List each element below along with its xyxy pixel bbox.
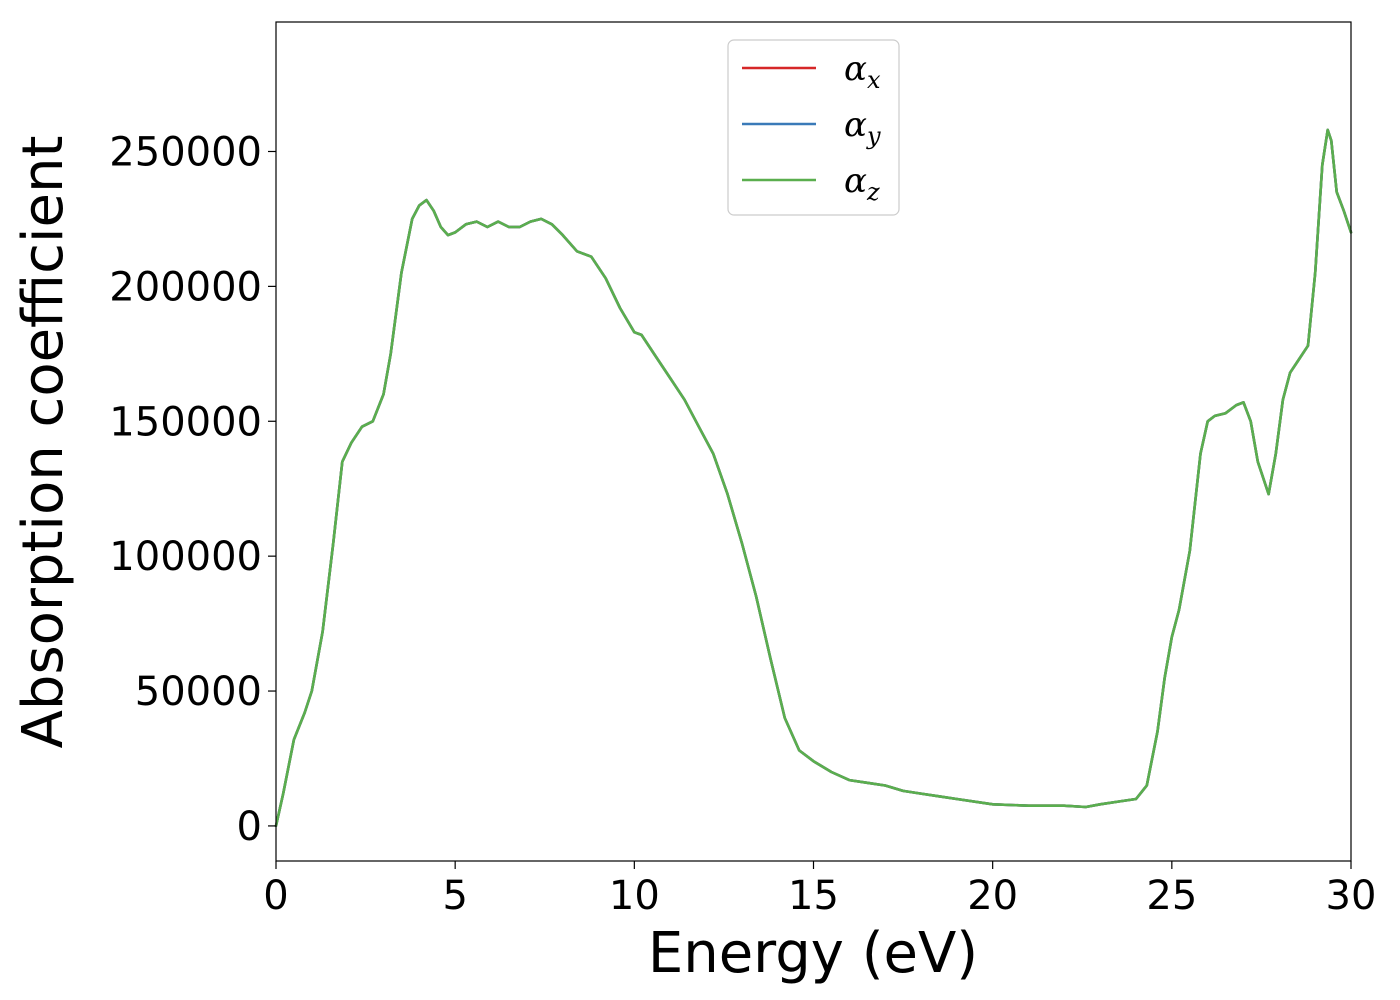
legend-symbol: α: [844, 161, 867, 201]
legend-symbol: α: [844, 49, 867, 89]
y-tick-label: 0: [237, 804, 262, 850]
legend-subscript: z: [866, 178, 880, 206]
x-tick-label: 0: [263, 873, 288, 919]
x-tick-label: 25: [1146, 873, 1197, 919]
x-axis-title: Energy (eV): [648, 921, 978, 986]
x-tick-label: 20: [967, 873, 1018, 919]
legend-subscript: x: [867, 66, 881, 94]
x-tick-label: 10: [609, 873, 660, 919]
legend-box: [727, 39, 900, 216]
y-tick-label: 250000: [109, 129, 262, 175]
series-layer: [274, 128, 1353, 828]
series-line-alpha-z: [274, 128, 1353, 828]
y-axis-title: Absorption coefficient: [11, 136, 76, 749]
legend-label-alpha-y: αy: [844, 105, 881, 150]
x-tick-label: 30: [1326, 873, 1377, 919]
x-tick-label: 5: [442, 873, 467, 919]
legend-subscript: y: [866, 122, 881, 150]
legend-label-alpha-x: αx: [844, 49, 881, 94]
x-axis-ticks: 0 5 10 15 20 25 30: [263, 861, 1376, 919]
y-axis-ticks: 0 50000 100000 150000 200000 250000: [109, 129, 276, 850]
legend-symbol: α: [844, 105, 867, 145]
y-tick-label: 150000: [109, 399, 262, 445]
legend-label-alpha-z: αz: [844, 161, 880, 206]
x-tick-label: 15: [788, 873, 839, 919]
y-tick-label: 100000: [109, 534, 262, 580]
y-tick-label: 200000: [109, 264, 262, 310]
y-tick-label: 50000: [135, 669, 262, 715]
